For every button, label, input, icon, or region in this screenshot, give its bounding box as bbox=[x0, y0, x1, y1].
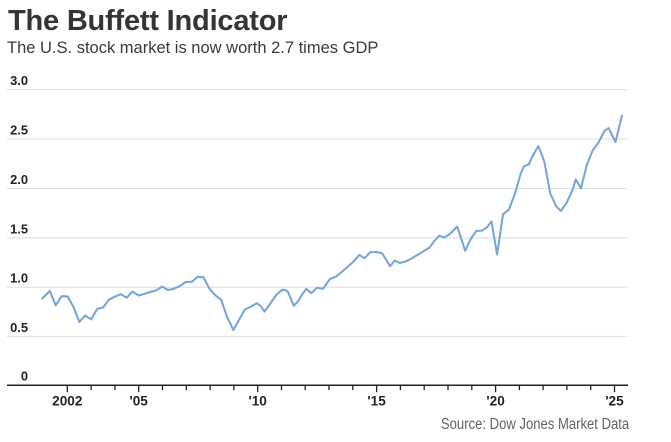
svg-text:2002: 2002 bbox=[52, 393, 83, 408]
svg-text:1.0: 1.0 bbox=[10, 271, 28, 286]
svg-text:'05: '05 bbox=[130, 393, 149, 408]
svg-text:0: 0 bbox=[21, 369, 28, 384]
svg-text:'20: '20 bbox=[486, 393, 504, 408]
svg-text:3.0: 3.0 bbox=[10, 73, 28, 88]
svg-text:2.5: 2.5 bbox=[10, 122, 28, 137]
svg-text:'10: '10 bbox=[249, 393, 267, 408]
svg-text:0.5: 0.5 bbox=[10, 320, 28, 335]
svg-text:2.0: 2.0 bbox=[10, 172, 28, 187]
svg-text:'15: '15 bbox=[367, 393, 386, 408]
svg-text:'25: '25 bbox=[605, 393, 624, 408]
svg-text:1.5: 1.5 bbox=[10, 221, 28, 236]
